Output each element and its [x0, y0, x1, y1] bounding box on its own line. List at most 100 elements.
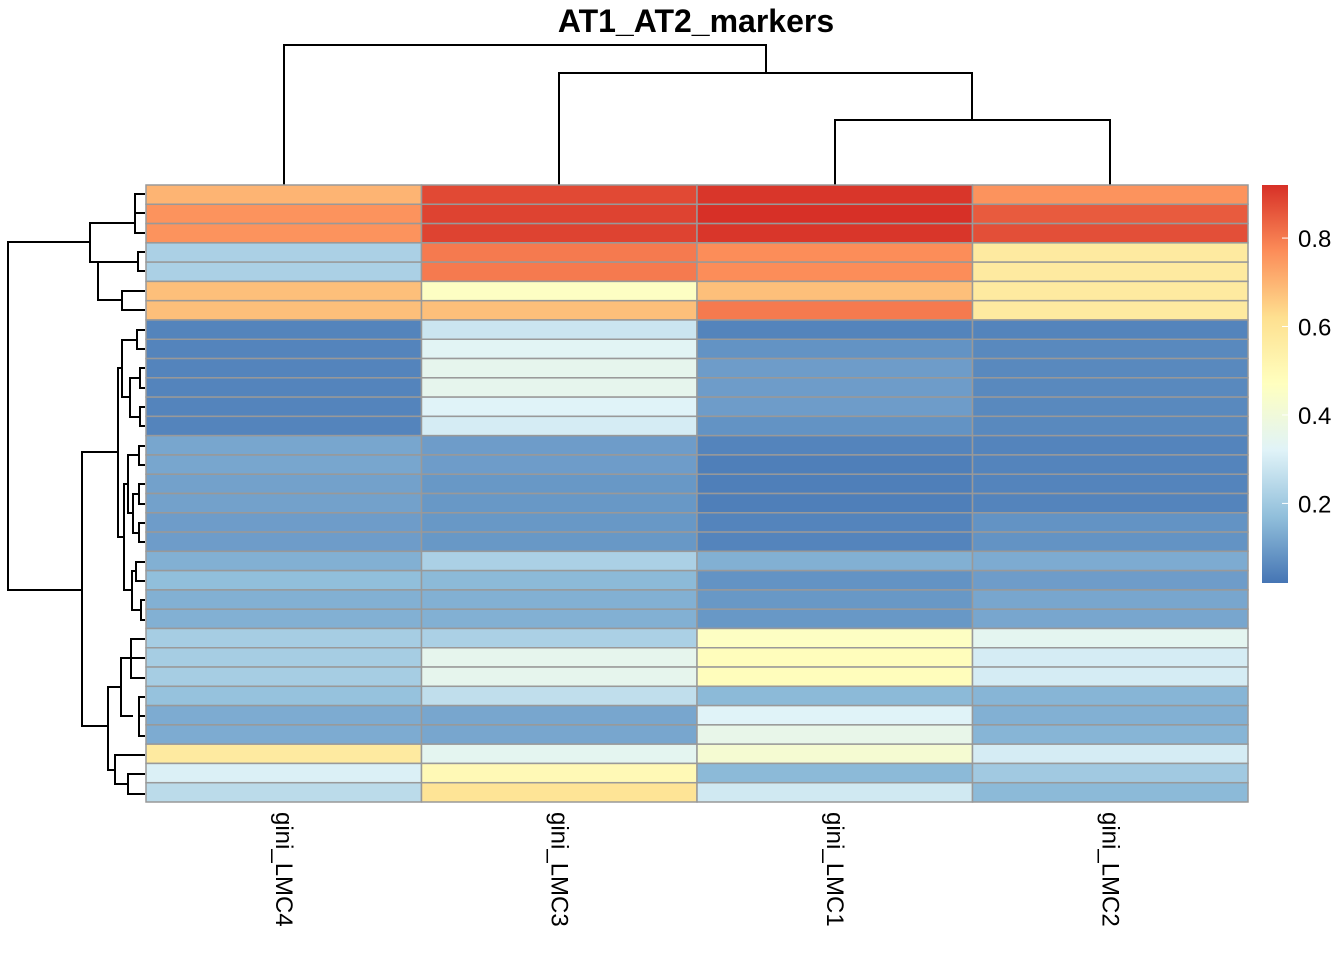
heatmap-cell-r21-gini_LMC1	[696, 569, 974, 591]
heatmap-cell-r29-gini_LMC1	[696, 724, 974, 745]
heatmap-cell-r31-gini_LMC1	[696, 762, 974, 784]
heatmap-cell-r13-gini_LMC3	[420, 415, 698, 437]
legend-tick-label: 0.6	[1298, 315, 1331, 342]
heatmap-cell-r1-gini_LMC4	[145, 184, 423, 206]
color-legend: 0.2 0.4 0.6 0.8	[1262, 185, 1331, 583]
heatmap-cell-r8-gini_LMC2	[971, 319, 1249, 340]
heatmap-cell-r15-gini_LMC4	[145, 454, 423, 475]
heatmap-cell-r2-gini_LMC3	[420, 203, 698, 225]
heatmap-cell-r9-gini_LMC1	[696, 338, 974, 360]
heatmap-cell-r28-gini_LMC1	[696, 704, 974, 726]
heatmap-cell-r26-gini_LMC4	[145, 666, 423, 688]
chart-title: AT1_AT2_markers	[558, 3, 834, 39]
heatmap-cell-r28-gini_LMC2	[971, 704, 1249, 726]
heatmap-cell-r7-gini_LMC2	[971, 299, 1249, 321]
heatmap-cell-r24-gini_LMC4	[145, 627, 423, 649]
heatmap-cell-r18-gini_LMC4	[145, 512, 423, 533]
heatmap-cell-r29-gini_LMC2	[971, 724, 1249, 745]
heatmap-cell-r10-gini_LMC2	[971, 357, 1249, 379]
heatmap-cell-r15-gini_LMC1	[696, 454, 974, 475]
legend-color-bar	[1262, 185, 1288, 583]
heatmap-cell-r5-gini_LMC2	[971, 261, 1249, 283]
heatmap-cell-r6-gini_LMC2	[971, 280, 1249, 302]
heatmap-cell-r11-gini_LMC1	[696, 377, 974, 398]
heatmap-cell-r6-gini_LMC4	[145, 280, 423, 302]
heatmap-cell-r27-gini_LMC3	[420, 685, 698, 707]
heatmap-cell-r4-gini_LMC3	[420, 242, 698, 263]
heatmap-cell-r20-gini_LMC3	[420, 550, 698, 572]
heatmap-cell-r1-gini_LMC3	[420, 184, 698, 206]
heatmap-cell-r20-gini_LMC4	[145, 550, 423, 572]
column-dendrogram	[283, 44, 1111, 185]
heatmap-cell-r2-gini_LMC2	[971, 203, 1249, 225]
heatmap-cell-r7-gini_LMC1	[696, 299, 974, 321]
heatmap-cell-r8-gini_LMC3	[420, 319, 698, 340]
heatmap-cell-r21-gini_LMC3	[420, 569, 698, 591]
heatmap-cell-r9-gini_LMC2	[971, 338, 1249, 360]
heatmap-cell-r16-gini_LMC4	[145, 473, 423, 495]
heatmap-cell-r16-gini_LMC3	[420, 473, 698, 495]
heatmap-cell-r3-gini_LMC2	[971, 222, 1249, 244]
heatmap-cell-r23-gini_LMC1	[696, 608, 974, 630]
heatmap-cell-r14-gini_LMC3	[420, 434, 698, 456]
heatmap-cell-r27-gini_LMC1	[696, 685, 974, 707]
heatmap-cell-r12-gini_LMC4	[145, 396, 423, 418]
legend-tick-label: 0.4	[1298, 403, 1331, 430]
heatmap-cell-r18-gini_LMC3	[420, 512, 698, 533]
heatmap-cell-r8-gini_LMC4	[145, 319, 423, 340]
heatmap-cell-r21-gini_LMC4	[145, 569, 423, 591]
heatmap-cell-r22-gini_LMC1	[696, 589, 974, 610]
heatmap-cell-r8-gini_LMC1	[696, 319, 974, 340]
heatmap-cells	[145, 184, 1249, 803]
heatmap-cell-r18-gini_LMC2	[971, 512, 1249, 533]
heatmap-cell-r26-gini_LMC2	[971, 666, 1249, 688]
heatmap-cell-r17-gini_LMC3	[420, 492, 698, 514]
heatmap-cell-r32-gini_LMC4	[145, 781, 423, 803]
heatmap-cell-r3-gini_LMC1	[696, 222, 974, 244]
heatmap-cell-r32-gini_LMC3	[420, 781, 698, 803]
heatmap-cell-r1-gini_LMC2	[971, 184, 1249, 206]
heatmap-cell-r25-gini_LMC1	[696, 647, 974, 668]
column-label-gini_LMC4: gini_LMC4	[270, 812, 297, 927]
heatmap-cell-r14-gini_LMC1	[696, 434, 974, 456]
heatmap-cell-r14-gini_LMC2	[971, 434, 1249, 456]
heatmap-cell-r19-gini_LMC3	[420, 531, 698, 553]
heatmap-cell-r17-gini_LMC2	[971, 492, 1249, 514]
heatmap-cell-r25-gini_LMC3	[420, 647, 698, 668]
legend-tick-label: 0.8	[1298, 226, 1331, 253]
heatmap-cell-r11-gini_LMC4	[145, 377, 423, 398]
heatmap-cell-r18-gini_LMC1	[696, 512, 974, 533]
heatmap-cell-r17-gini_LMC4	[145, 492, 423, 514]
heatmap-cell-r9-gini_LMC3	[420, 338, 698, 360]
heatmap-cell-r31-gini_LMC2	[971, 762, 1249, 784]
heatmap-cell-r29-gini_LMC3	[420, 724, 698, 745]
heatmap-cell-r13-gini_LMC4	[145, 415, 423, 437]
legend-tick-label: 0.2	[1298, 491, 1331, 518]
heatmap-cell-r6-gini_LMC1	[696, 280, 974, 302]
heatmap-cell-r26-gini_LMC1	[696, 666, 974, 688]
heatmap-cell-r16-gini_LMC2	[971, 473, 1249, 495]
heatmap-cell-r24-gini_LMC1	[696, 627, 974, 649]
heatmap-cell-r11-gini_LMC3	[420, 377, 698, 398]
heatmap-cell-r10-gini_LMC1	[696, 357, 974, 379]
heatmap-cell-r30-gini_LMC3	[420, 743, 698, 765]
heatmap-cell-r20-gini_LMC2	[971, 550, 1249, 572]
heatmap-cell-r12-gini_LMC3	[420, 396, 698, 418]
heatmap-cell-r9-gini_LMC4	[145, 338, 423, 360]
heatmap-cell-r30-gini_LMC2	[971, 743, 1249, 765]
heatmap-cell-r4-gini_LMC4	[145, 242, 423, 263]
column-labels: gini_LMC4 gini_LMC3 gini_LMC1 gini_LMC2	[270, 812, 1124, 927]
heatmap-cell-r21-gini_LMC2	[971, 569, 1249, 591]
heatmap-cell-r12-gini_LMC1	[696, 396, 974, 418]
heatmap-cell-r2-gini_LMC1	[696, 203, 974, 225]
heatmap-cell-r2-gini_LMC4	[145, 203, 423, 225]
heatmap-cell-r22-gini_LMC3	[420, 589, 698, 610]
heatmap-cell-r27-gini_LMC4	[145, 685, 423, 707]
heatmap-cell-r14-gini_LMC4	[145, 434, 423, 456]
heatmap-cell-r4-gini_LMC1	[696, 242, 974, 263]
heatmap-cell-r22-gini_LMC2	[971, 589, 1249, 610]
heatmap-cell-r15-gini_LMC2	[971, 454, 1249, 475]
heatmap-cell-r20-gini_LMC1	[696, 550, 974, 572]
heatmap-cell-r27-gini_LMC2	[971, 685, 1249, 707]
heatmap-cell-r3-gini_LMC4	[145, 222, 423, 244]
